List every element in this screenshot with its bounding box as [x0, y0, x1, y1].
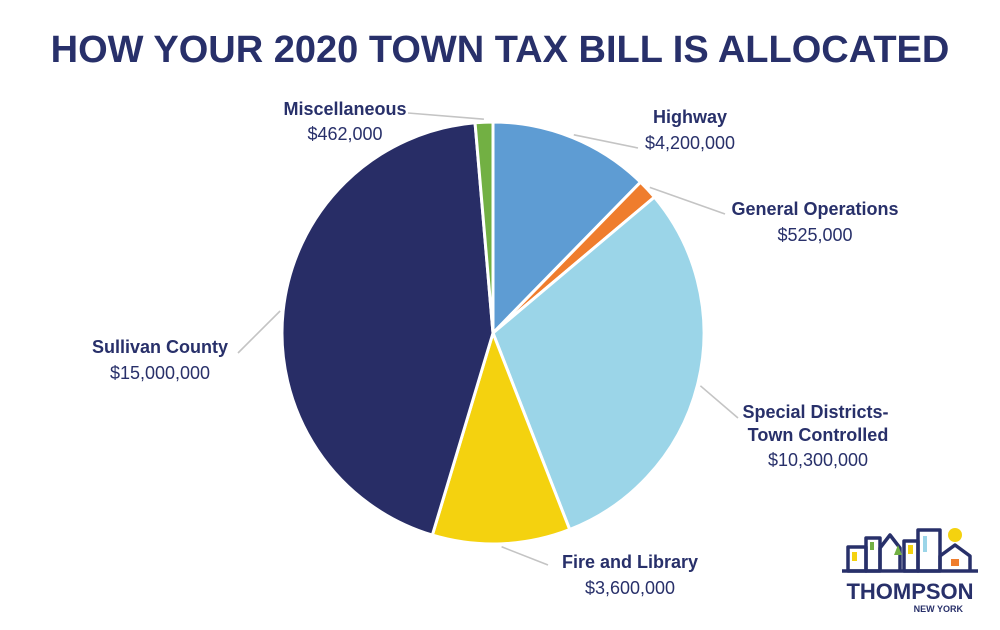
- label-special-districts-line2: Town Controlled: [748, 425, 889, 445]
- leader-line-general-operations: [649, 186, 726, 215]
- leader-line-special-districts: [699, 385, 739, 419]
- leader-line-highway: [573, 134, 639, 149]
- label-fire-library-name: Fire and Library: [562, 552, 698, 572]
- leader-line-fire-library: [501, 546, 549, 566]
- label-sullivan-county-name: Sullivan County: [92, 337, 228, 357]
- slice-sullivan-county: [280, 121, 495, 537]
- label-general-operations-value: $525,000: [777, 225, 852, 245]
- slice-fire-library: [430, 331, 572, 546]
- leader-line-miscellaneous: [407, 112, 484, 120]
- label-special-districts-line1: Special Districts-: [742, 402, 888, 422]
- label-general-operations-name: General Operations: [731, 199, 898, 219]
- label-miscellaneous-value: $462,000: [307, 124, 382, 144]
- slice-miscellaneous: [473, 120, 495, 335]
- slice-special-districts: [491, 195, 706, 532]
- chart-title: HOW YOUR 2020 TOWN TAX BILL IS ALLOCATED: [51, 29, 950, 71]
- label-sullivan-county-value: $15,000,000: [110, 363, 210, 383]
- skyline-icon: [842, 528, 978, 573]
- label-fire-library-value: $3,600,000: [585, 578, 675, 598]
- pie-slices: [280, 120, 706, 546]
- logo-wordmark: THOMPSON: [846, 579, 973, 604]
- leader-lines: [237, 112, 739, 566]
- label-highway-value: $4,200,000: [645, 133, 735, 153]
- thompson-logo: THOMPSON NEW YORK: [842, 528, 978, 614]
- label-special-districts-value: $10,300,000: [768, 450, 868, 470]
- leader-line-sullivan-county: [237, 310, 281, 354]
- label-highway-name: Highway: [653, 107, 727, 127]
- label-special-districts-name: Special Districts- Town Controlled: [742, 402, 893, 445]
- label-miscellaneous-name: Miscellaneous: [283, 99, 406, 119]
- logo-subtitle: NEW YORK: [914, 604, 964, 614]
- slice-highway: [491, 120, 643, 335]
